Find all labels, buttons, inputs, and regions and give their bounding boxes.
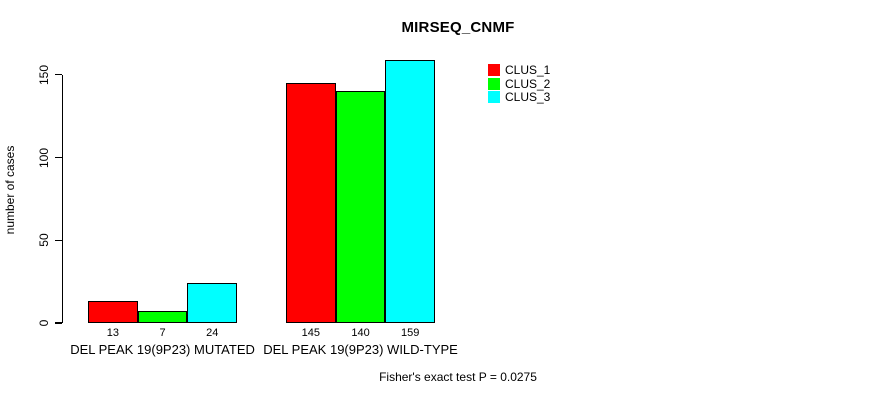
bar-value-label: 13 [106, 327, 119, 339]
legend-label: CLUS_3 [505, 90, 551, 104]
bar-clus_1-mutated [88, 301, 138, 323]
bar-value-label: 7 [159, 327, 166, 339]
legend-swatch-clus_3 [488, 91, 500, 103]
bar-value-label: 145 [301, 327, 321, 339]
y-axis-tick [55, 322, 62, 324]
category-label: DEL PEAK 19(9P23) WILD-TYPE [263, 342, 458, 357]
legend-swatch-clus_1 [488, 64, 500, 76]
y-axis-title: number of cases [3, 145, 17, 235]
y-axis-tick [55, 156, 62, 159]
legend-label: CLUS_1 [505, 63, 551, 77]
y-tick-label: 100 [37, 147, 51, 168]
chart-title: MIRSEQ_CNMF [401, 19, 515, 36]
bar-clus_1-wildtype [286, 83, 336, 323]
y-tick-label: 50 [37, 233, 51, 247]
y-axis-tick [55, 74, 62, 76]
y-tick-label: 0 [37, 319, 51, 327]
annotation-text: Fisher's exact test P = 0.0275 [379, 370, 537, 384]
y-axis-tick [55, 239, 62, 241]
bar-clus_3-wildtype [385, 59, 436, 323]
legend-swatch-clus_2 [488, 77, 500, 90]
bar-value-label: 24 [206, 327, 219, 339]
bar-clus_3-mutated [187, 283, 238, 323]
bar-clus_2-wildtype [335, 91, 386, 323]
bar-value-label: 140 [351, 327, 370, 339]
bar-value-label: 159 [401, 327, 420, 339]
category-label: DEL PEAK 19(9P23) MUTATED [70, 342, 255, 357]
y-tick-label: 150 [37, 64, 51, 85]
legend-label: CLUS_2 [505, 76, 551, 91]
bar-clus_2-mutated [137, 311, 188, 323]
y-axis-line [62, 74, 64, 323]
